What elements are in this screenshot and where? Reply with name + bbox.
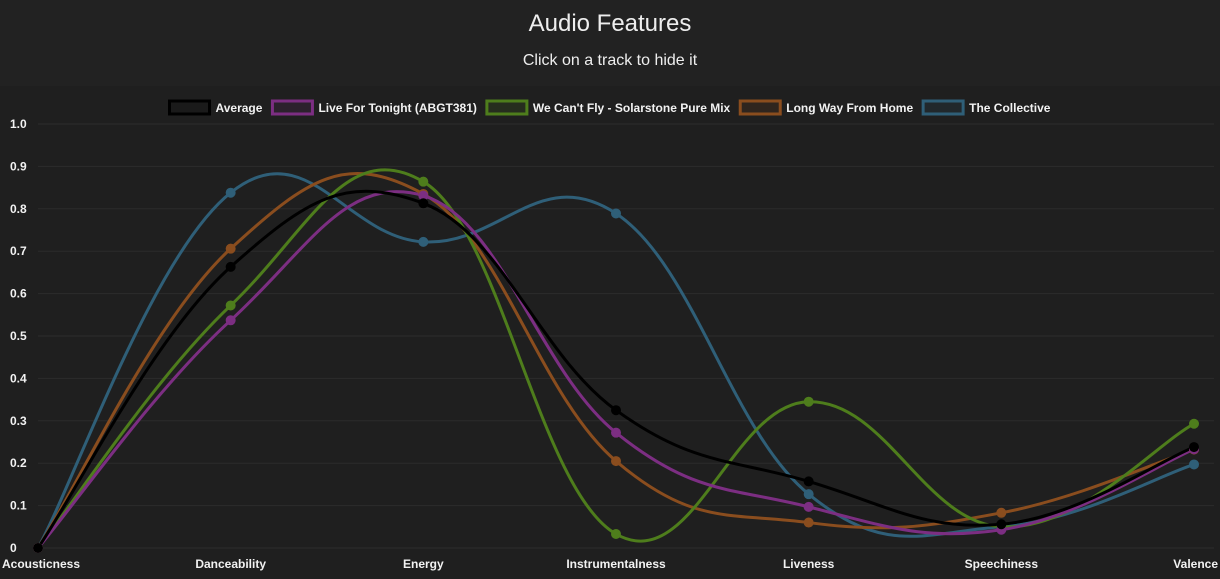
- x-tick-label: Danceability: [195, 557, 266, 571]
- y-tick-label: 0.8: [10, 202, 27, 216]
- data-point: [803, 396, 814, 407]
- data-point: [225, 261, 236, 272]
- data-point: [418, 176, 429, 187]
- legend-swatch: [485, 99, 529, 116]
- series-line: [36, 168, 1195, 549]
- y-tick-label: 0.9: [10, 159, 27, 173]
- data-point: [1189, 442, 1199, 453]
- data-point: [803, 517, 814, 528]
- x-tick-label: Valence: [1173, 557, 1218, 571]
- data-point: [1189, 459, 1199, 470]
- legend-item[interactable]: Average: [168, 99, 263, 116]
- data-point: [611, 427, 621, 438]
- x-tick-label: Energy: [403, 557, 444, 571]
- legend-item[interactable]: Long Way From Home: [738, 99, 913, 116]
- legend-label: We Can't Fly - Solarstone Pure Mix: [533, 101, 731, 115]
- data-point: [611, 208, 621, 219]
- series-line: [36, 172, 1195, 549]
- series-line: [36, 189, 1195, 549]
- x-axis-ticks: Acousticness Danceability Energy Instrument…: [2, 557, 1218, 571]
- legend-label: The Collective: [969, 101, 1051, 115]
- data-point: [803, 501, 814, 512]
- gridlines: [38, 123, 1214, 549]
- series-lines: [36, 168, 1195, 549]
- series-points: [33, 176, 1199, 553]
- x-tick-label: Acousticness: [2, 557, 80, 571]
- data-point: [225, 243, 236, 254]
- y-tick-label: 0.5: [10, 329, 27, 343]
- y-tick-label: 0.4: [10, 371, 27, 385]
- data-point: [418, 198, 429, 209]
- data-point: [611, 405, 621, 416]
- legend-item[interactable]: The Collective: [921, 99, 1051, 116]
- legend-swatch: [270, 99, 314, 116]
- data-point: [803, 476, 814, 487]
- data-point: [611, 456, 621, 467]
- x-tick-label: Speechiness: [965, 557, 1039, 571]
- data-point: [225, 315, 236, 326]
- chart-header: [0, 0, 1220, 86]
- data-point: [996, 507, 1007, 518]
- legend-swatch: [921, 99, 965, 116]
- legend-label: Average: [216, 101, 263, 115]
- legend-swatch: [738, 99, 782, 116]
- y-tick-label: 0.1: [10, 499, 27, 513]
- legend-label: Live For Tonight (ABGT381): [318, 101, 476, 115]
- series-line: [36, 172, 1195, 549]
- x-tick-label: Liveness: [783, 557, 835, 571]
- chart-subtitle: Click on a track to hide it: [522, 52, 698, 69]
- data-point: [996, 519, 1007, 530]
- data-point: [225, 300, 236, 311]
- y-tick-label: 1.0: [10, 117, 27, 131]
- y-tick-label: 0.2: [10, 456, 27, 470]
- chart-title: Audio Features: [528, 10, 692, 37]
- y-axis-ticks: 0 0.1 0.2 0.3 0.4 0.5 0.6 0.7 0.8 0.9 1.0: [10, 117, 27, 555]
- y-tick-label: 0.6: [10, 287, 27, 301]
- data-point: [803, 489, 814, 500]
- legend: Average Live For Tonight (ABGT381) We Can'…: [168, 99, 1051, 116]
- legend-swatch: [168, 99, 212, 116]
- legend-item[interactable]: Live For Tonight (ABGT381): [270, 99, 477, 116]
- data-point: [33, 543, 43, 553]
- data-point: [1189, 418, 1199, 429]
- y-tick-label: 0.7: [10, 244, 27, 258]
- data-point: [225, 187, 236, 198]
- x-tick-label: Instrumentalness: [566, 557, 666, 571]
- legend-label: Long Way From Home: [786, 101, 913, 115]
- y-tick-label: 0: [10, 541, 17, 555]
- series-line: [36, 190, 1195, 549]
- legend-item[interactable]: We Can't Fly - Solarstone Pure Mix: [485, 99, 731, 116]
- data-point: [418, 236, 429, 247]
- y-tick-label: 0.3: [10, 414, 27, 428]
- data-point: [611, 529, 621, 540]
